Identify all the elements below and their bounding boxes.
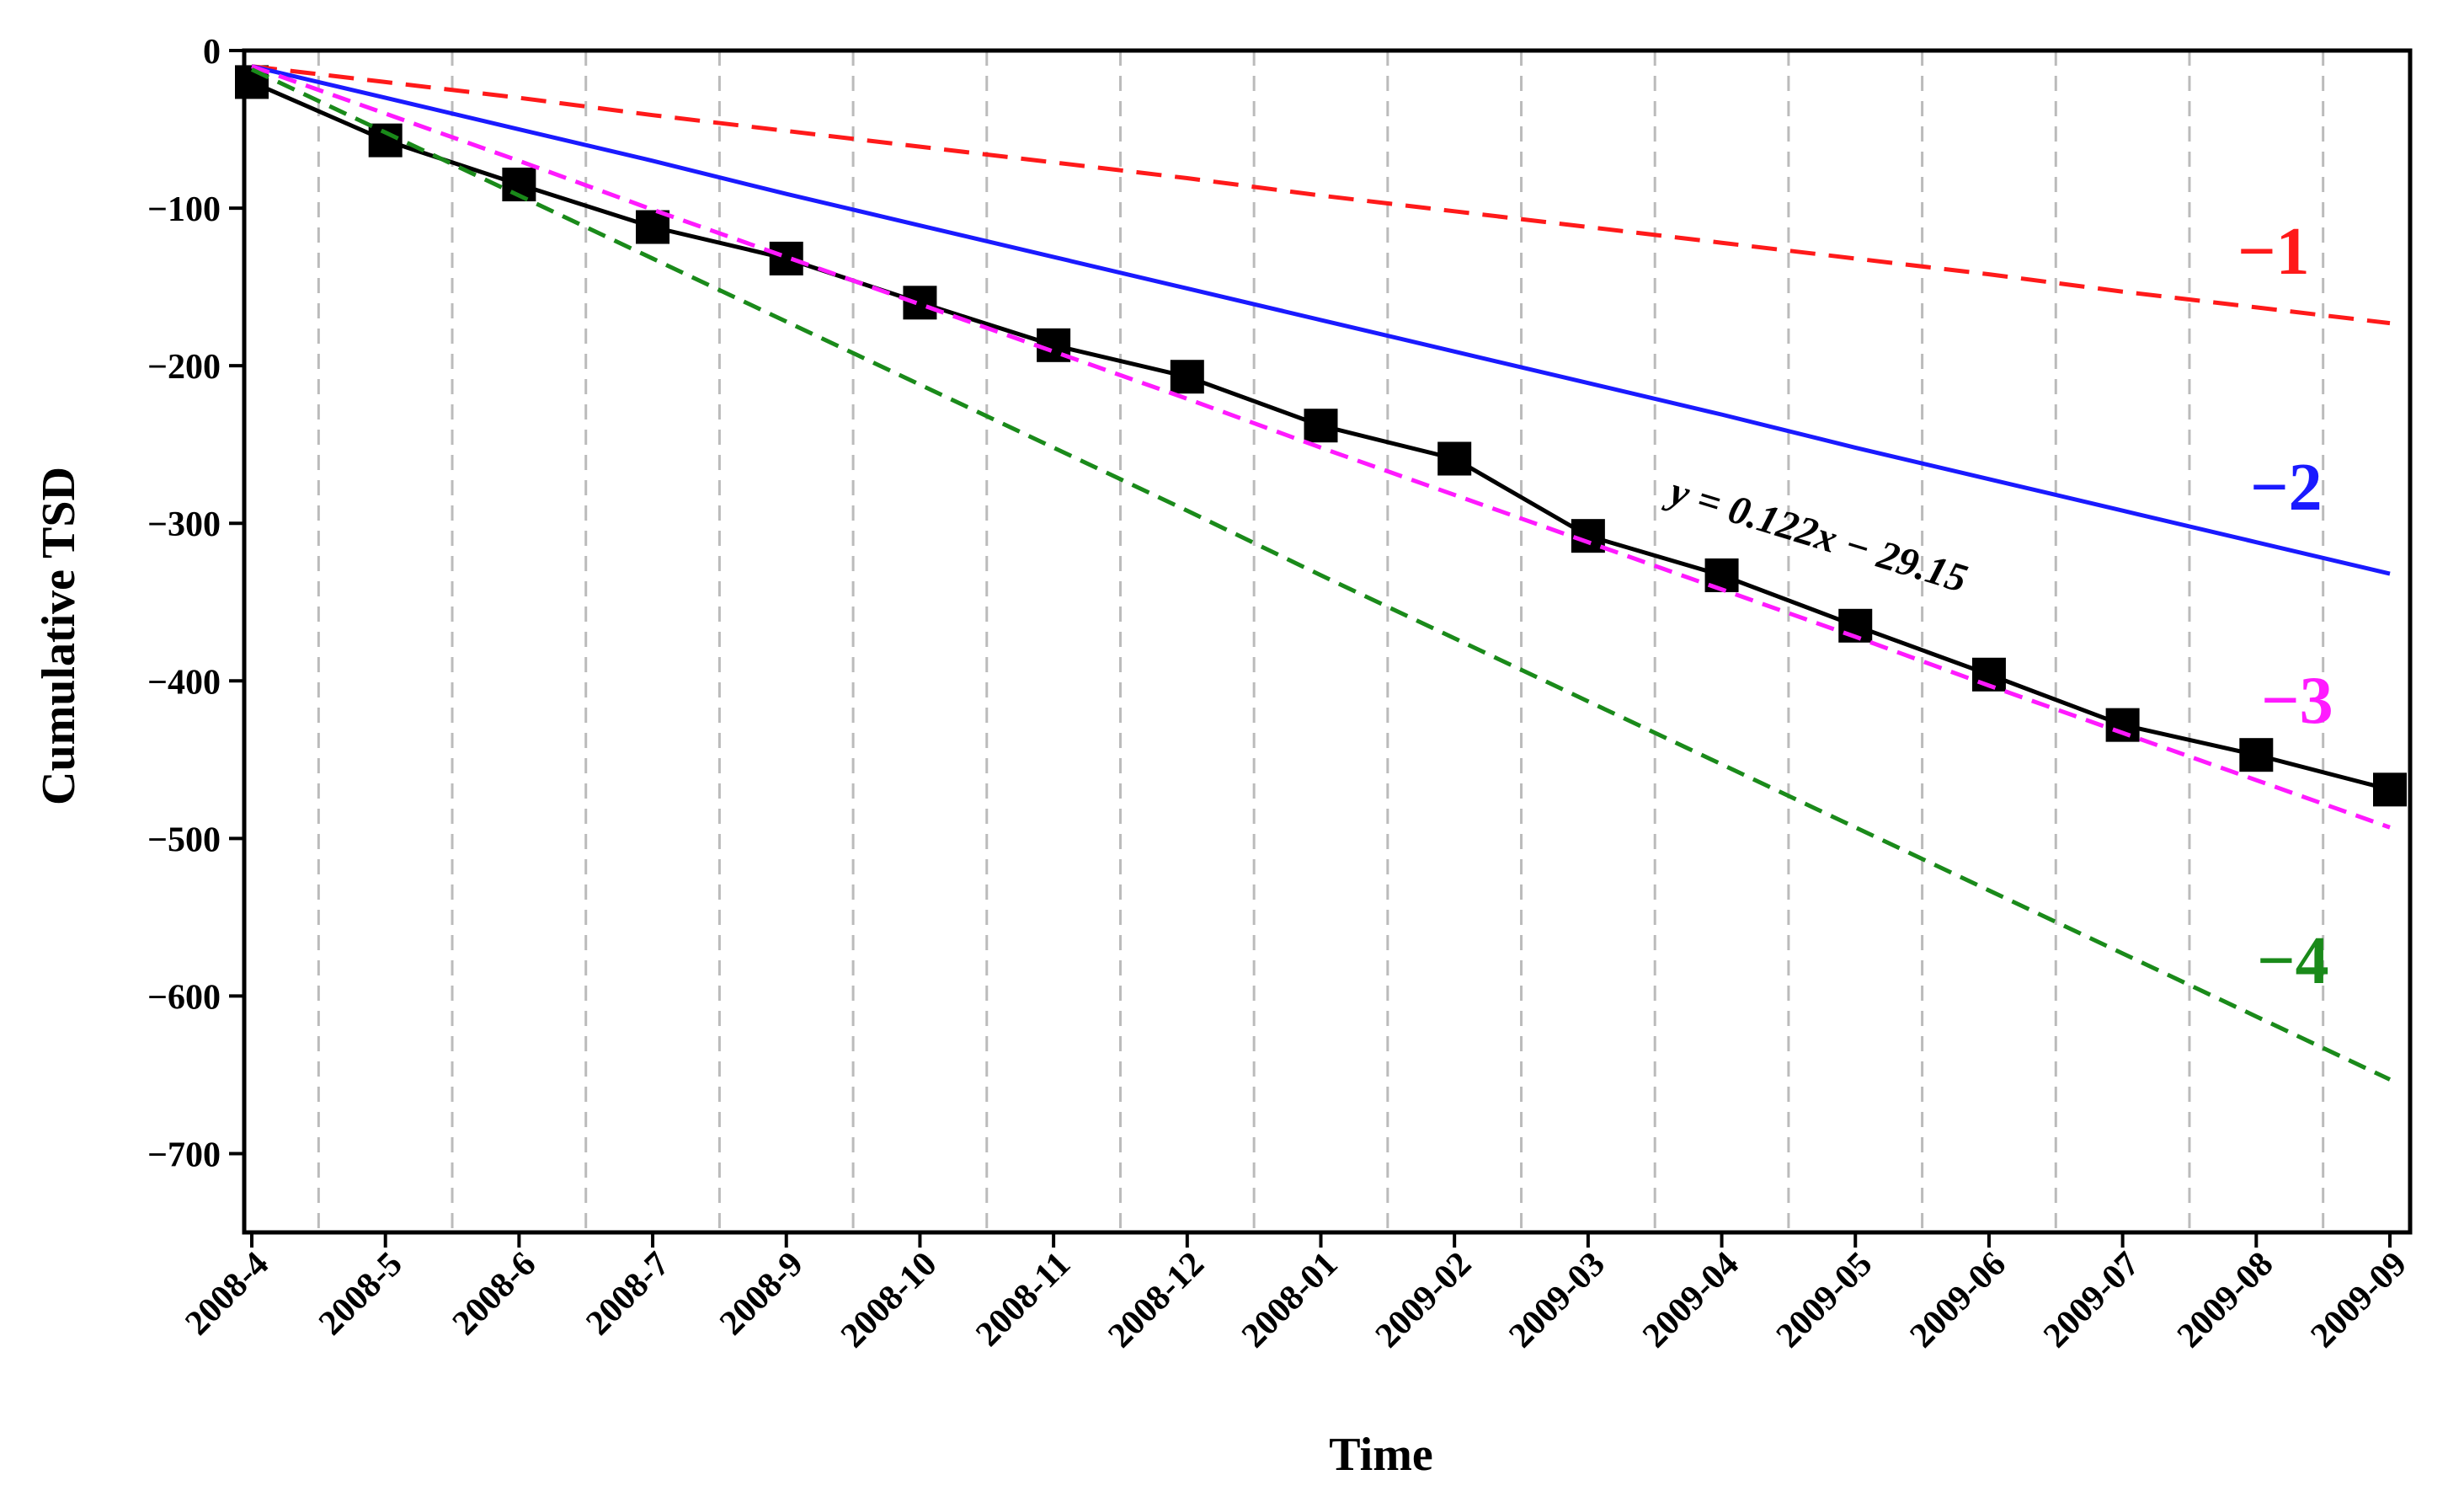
x-tick-label: 2008-12 [1101, 1245, 1212, 1356]
marker [368, 123, 403, 158]
x-tick-label: 2008-01 [1235, 1245, 1346, 1356]
marker [1571, 519, 1605, 553]
y-tick-label: −300 [147, 505, 221, 544]
x-tick-label: 2009-05 [1769, 1245, 1880, 1356]
series-label: −4 [2257, 924, 2329, 998]
marker [769, 241, 803, 275]
x-tick-label: 2008-4 [178, 1245, 276, 1344]
x-tick-label: 2009-06 [1902, 1245, 2013, 1356]
series-label: −3 [2261, 664, 2333, 738]
y-tick-label: −500 [147, 820, 221, 859]
x-tick-label: 2008-9 [712, 1245, 811, 1344]
y-tick-label: −400 [147, 663, 221, 702]
x-tick-label: 2009-07 [2036, 1245, 2147, 1356]
x-axis-title: Time [1329, 1429, 1432, 1481]
x-tick-label: 2008-6 [445, 1245, 544, 1344]
x-tick-label: 2009-03 [1501, 1245, 1613, 1356]
marker [1304, 409, 1338, 443]
x-tick-label: 2009-08 [2170, 1245, 2281, 1356]
marker [1170, 360, 1204, 394]
series-line [251, 64, 2391, 830]
marker [2373, 772, 2407, 807]
x-tick-label: 2009-02 [1368, 1245, 1480, 1356]
y-tick-label: 0 [203, 33, 221, 72]
x-tick-label: 2009-09 [2304, 1245, 2415, 1356]
x-tick-label: 2008-11 [968, 1245, 1078, 1355]
y-tick-label: −100 [147, 190, 221, 229]
y-tick-label: −200 [147, 348, 221, 387]
x-tick-label: 2008-10 [834, 1245, 945, 1356]
series-line [251, 64, 2391, 326]
x-tick-label: 2008-7 [579, 1245, 677, 1344]
marker [903, 286, 937, 320]
x-tick-label: 2009-04 [1635, 1245, 1747, 1356]
series-line [251, 64, 2391, 576]
y-tick-label: −700 [147, 1136, 221, 1174]
series-label: −2 [2250, 451, 2323, 525]
plot-frame [242, 48, 2413, 1235]
y-tick-label: −600 [147, 978, 221, 1017]
x-tick-label: 2008-5 [312, 1245, 410, 1344]
marker [1437, 441, 1472, 476]
marker [2239, 738, 2274, 772]
y-axis-title: Cumulative TSD [33, 467, 85, 805]
marker [2105, 708, 2140, 742]
series-label: −1 [2237, 215, 2310, 289]
series-line [250, 67, 2392, 1082]
